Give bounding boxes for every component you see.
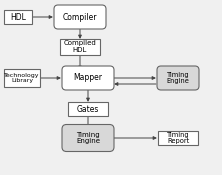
Text: Timing
Engine: Timing Engine [76,131,100,145]
Text: HDL: HDL [10,12,26,22]
Text: Gates: Gates [77,104,99,114]
Text: Timing
Engine: Timing Engine [166,72,189,85]
FancyBboxPatch shape [62,124,114,152]
FancyBboxPatch shape [68,102,108,116]
FancyBboxPatch shape [157,66,199,90]
Text: Mapper: Mapper [73,74,103,82]
FancyBboxPatch shape [4,10,32,24]
FancyBboxPatch shape [4,69,40,87]
Text: Compiled
HDL: Compiled HDL [64,40,96,54]
Text: Technology
Library: Technology Library [4,73,40,83]
Text: Compiler: Compiler [63,12,97,22]
FancyBboxPatch shape [62,66,114,90]
FancyBboxPatch shape [158,131,198,145]
Text: Timing
Report: Timing Report [167,131,189,145]
FancyBboxPatch shape [54,5,106,29]
FancyBboxPatch shape [60,39,100,55]
